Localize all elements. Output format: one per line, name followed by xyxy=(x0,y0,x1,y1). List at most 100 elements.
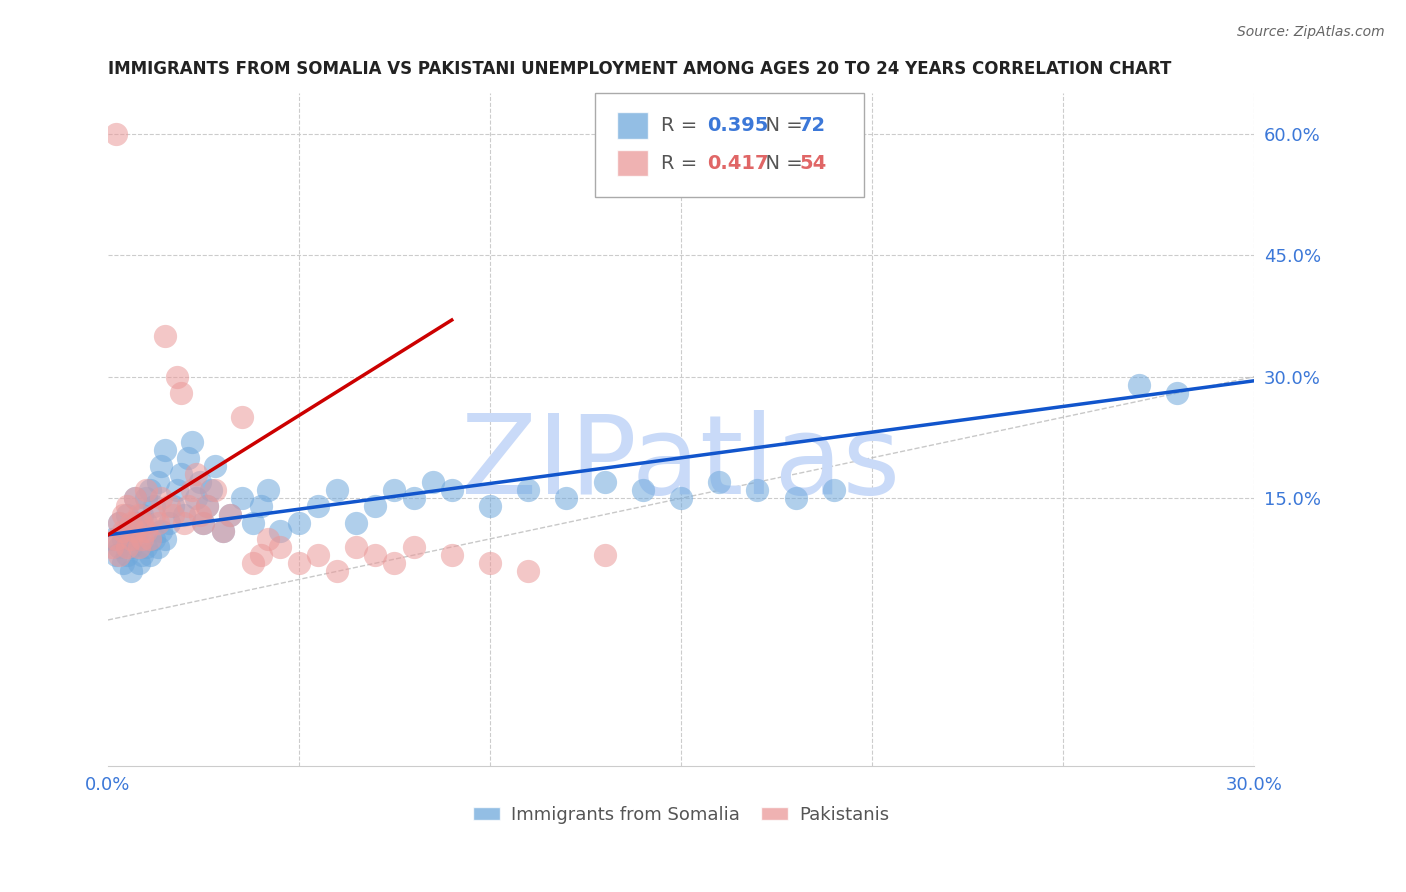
Point xyxy=(195,500,218,514)
Point xyxy=(188,508,211,522)
Legend: Immigrants from Somalia, Pakistanis: Immigrants from Somalia, Pakistanis xyxy=(465,798,897,830)
Point xyxy=(108,540,131,554)
Point xyxy=(344,540,367,554)
Point xyxy=(150,458,173,473)
Point xyxy=(101,532,124,546)
Point xyxy=(124,491,146,506)
Text: 72: 72 xyxy=(799,116,827,135)
Point xyxy=(112,524,135,538)
Point xyxy=(593,548,616,562)
Point xyxy=(1166,386,1188,401)
Point xyxy=(231,491,253,506)
Point xyxy=(128,508,150,522)
Point xyxy=(181,483,204,498)
Point xyxy=(200,483,222,498)
Point xyxy=(108,516,131,530)
Point xyxy=(219,508,242,522)
Point xyxy=(142,508,165,522)
Point xyxy=(162,500,184,514)
Point xyxy=(326,564,349,578)
Point xyxy=(593,475,616,490)
Point xyxy=(211,524,233,538)
Point xyxy=(128,540,150,554)
Point xyxy=(135,516,157,530)
Point xyxy=(139,483,162,498)
Text: 0.417: 0.417 xyxy=(707,153,769,172)
Point xyxy=(131,508,153,522)
Point xyxy=(631,483,654,498)
Point xyxy=(124,491,146,506)
Point xyxy=(124,524,146,538)
Point xyxy=(150,524,173,538)
Point xyxy=(364,548,387,562)
Point xyxy=(364,500,387,514)
Point xyxy=(115,508,138,522)
Point xyxy=(139,548,162,562)
Point xyxy=(440,548,463,562)
Point xyxy=(402,491,425,506)
Point xyxy=(242,516,264,530)
Point xyxy=(326,483,349,498)
Point xyxy=(707,475,730,490)
Point xyxy=(146,516,169,530)
Point xyxy=(249,548,271,562)
Point xyxy=(307,500,329,514)
FancyBboxPatch shape xyxy=(595,93,865,197)
Text: Source: ZipAtlas.com: Source: ZipAtlas.com xyxy=(1237,25,1385,39)
Point xyxy=(169,467,191,481)
Text: IMMIGRANTS FROM SOMALIA VS PAKISTANI UNEMPLOYMENT AMONG AGES 20 TO 24 YEARS CORR: IMMIGRANTS FROM SOMALIA VS PAKISTANI UNE… xyxy=(108,60,1171,78)
Point xyxy=(173,508,195,522)
Point xyxy=(288,556,311,570)
Point xyxy=(823,483,845,498)
Point xyxy=(257,532,280,546)
Point xyxy=(104,532,127,546)
Point xyxy=(115,540,138,554)
FancyBboxPatch shape xyxy=(617,150,648,177)
Point xyxy=(124,516,146,530)
Point xyxy=(440,483,463,498)
Point xyxy=(155,442,177,457)
Point xyxy=(242,556,264,570)
Point xyxy=(157,516,180,530)
Point xyxy=(249,500,271,514)
Point xyxy=(146,540,169,554)
Text: N =: N = xyxy=(754,153,808,172)
Point xyxy=(181,434,204,449)
Text: 0.395: 0.395 xyxy=(707,116,769,135)
Point xyxy=(135,483,157,498)
Point xyxy=(115,548,138,562)
Text: ZIPatlas: ZIPatlas xyxy=(461,409,901,516)
Point xyxy=(131,516,153,530)
Point xyxy=(478,500,501,514)
Point xyxy=(177,450,200,465)
Point xyxy=(1128,377,1150,392)
Point xyxy=(162,508,184,522)
Point xyxy=(269,524,291,538)
Point xyxy=(166,483,188,498)
Point xyxy=(104,548,127,562)
Point xyxy=(169,386,191,401)
Point xyxy=(112,508,135,522)
Point xyxy=(307,548,329,562)
Point xyxy=(142,532,165,546)
Point xyxy=(128,524,150,538)
Point xyxy=(219,508,242,522)
Point xyxy=(555,491,578,506)
Point xyxy=(120,532,142,546)
Point xyxy=(785,491,807,506)
Point xyxy=(384,556,406,570)
Point xyxy=(517,483,540,498)
Point xyxy=(139,532,162,546)
Point xyxy=(135,524,157,538)
Point xyxy=(173,516,195,530)
FancyBboxPatch shape xyxy=(617,112,648,139)
Point xyxy=(115,500,138,514)
Point xyxy=(112,556,135,570)
Point xyxy=(204,483,226,498)
Point xyxy=(166,369,188,384)
Point xyxy=(115,524,138,538)
Point xyxy=(108,516,131,530)
Point xyxy=(135,491,157,506)
Point xyxy=(128,556,150,570)
Point xyxy=(211,524,233,538)
